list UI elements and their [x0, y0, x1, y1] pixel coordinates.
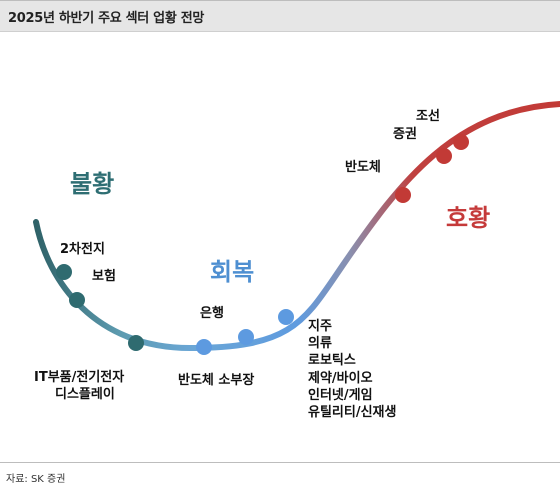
label-internet: 인터넷/게임	[308, 387, 373, 403]
point-shipbuilding	[453, 134, 469, 150]
point-semiconductor	[395, 187, 411, 203]
phase-label-recession: 불황	[70, 170, 114, 198]
footer-divider	[0, 462, 560, 463]
phase-label-boom: 호황	[446, 204, 490, 232]
label-bank: 은행	[200, 305, 224, 321]
point-holding	[278, 309, 294, 325]
label-holding: 지주	[308, 319, 332, 334]
source-note: 자료: SK 증권	[6, 474, 66, 485]
label-battery: 2차전지	[60, 241, 105, 257]
point-battery	[56, 264, 72, 280]
label-insurance: 보험	[92, 268, 116, 284]
label-shipbuilding: 조선	[416, 108, 440, 124]
label-utility: 유틸리티/신재생	[308, 404, 396, 420]
label-securities: 증권	[393, 127, 417, 142]
label-it-parts: IT부품/전기전자	[34, 369, 124, 385]
point-semi-parts	[196, 339, 212, 355]
business-cycle-curve	[33, 101, 560, 352]
label-display: 디스플레이	[55, 386, 115, 402]
point-securities	[436, 148, 452, 164]
point-bank	[238, 329, 254, 345]
point-it-parts	[128, 335, 144, 351]
label-semiconductor: 반도체	[345, 159, 381, 175]
label-robotics: 로보틱스	[308, 352, 356, 368]
point-insurance	[69, 292, 85, 308]
label-semi-parts: 반도체 소부장	[178, 372, 254, 388]
label-pharma: 제약/바이오	[308, 370, 373, 386]
label-apparel: 의류	[308, 335, 332, 351]
phase-label-recovery: 회복	[210, 258, 254, 286]
page-title: 2025년 하반기 주요 섹터 업황 전망	[8, 11, 205, 26]
title-bar: 2025년 하반기 주요 섹터 업황 전망	[0, 0, 560, 32]
